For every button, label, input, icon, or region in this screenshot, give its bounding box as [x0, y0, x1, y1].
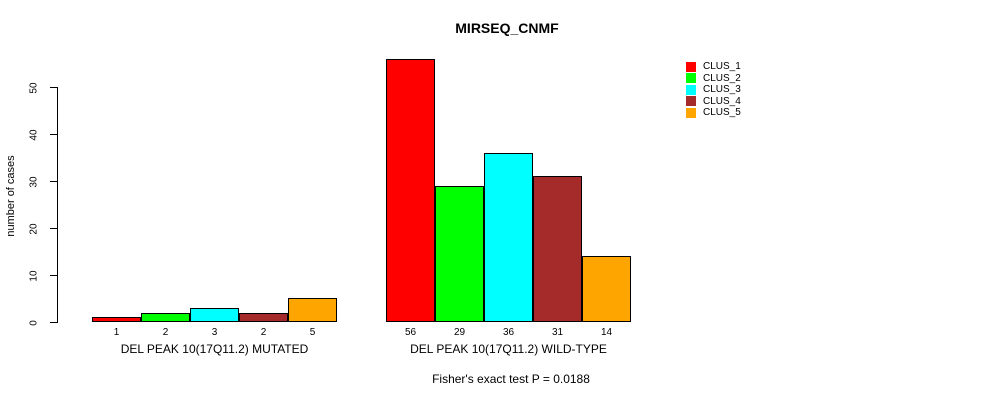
bar-value-label: 3	[211, 327, 218, 338]
y-tick-label: 30	[28, 175, 40, 188]
chart-title: MIRSEQ_CNMF	[455, 20, 559, 36]
group-label-1: DEL PEAK 10(17Q11.2) MUTATED	[120, 342, 309, 356]
y-tick-mark	[50, 228, 57, 229]
y-tick-mark	[50, 275, 57, 276]
legend-label: CLUS_1	[703, 61, 741, 73]
bar-clus_4-group2	[533, 176, 582, 322]
y-tick-mark	[50, 134, 57, 135]
legend-row-clus_2: CLUS_2	[686, 73, 741, 85]
bar-clus_1-group1	[92, 317, 141, 322]
bar-value-label: 14	[600, 327, 613, 338]
legend-row-clus_1: CLUS_1	[686, 61, 741, 73]
legend-row-clus_4: CLUS_4	[686, 96, 741, 108]
y-tick-label: 10	[28, 269, 40, 282]
y-tick-mark	[50, 87, 57, 88]
bar-clus_5-group2	[582, 256, 631, 322]
bar-clus_3-group1	[190, 308, 239, 322]
legend-swatch-icon	[686, 61, 696, 72]
legend-row-clus_5: CLUS_5	[686, 107, 741, 119]
bar-value-label: 29	[453, 327, 466, 338]
bar-value-label: 2	[260, 327, 267, 338]
group-label-2: DEL PEAK 10(17Q11.2) WILD-TYPE	[410, 342, 607, 356]
bar-value-label: 31	[551, 327, 564, 338]
bar-clus_2-group1	[141, 313, 190, 322]
bar-clus_4-group1	[239, 313, 288, 322]
bar-value-label: 1	[113, 327, 120, 338]
legend-row-clus_3: CLUS_3	[686, 84, 741, 96]
y-axis-line	[57, 87, 58, 323]
legend-swatch-icon	[686, 84, 696, 95]
y-tick-mark	[50, 322, 57, 323]
bar-clus_2-group2	[435, 186, 484, 322]
bar-clus_1-group2	[386, 59, 435, 322]
y-tick-label: 0	[28, 319, 40, 326]
legend-swatch-icon	[686, 96, 696, 107]
bar-value-label: 36	[502, 327, 515, 338]
y-tick-mark	[50, 181, 57, 182]
y-tick-label: 20	[28, 222, 40, 235]
bar-clus_3-group2	[484, 153, 533, 322]
legend-swatch-icon	[686, 107, 696, 118]
legend: CLUS_1 CLUS_2 CLUS_3 CLUS_4 CLUS_5	[686, 61, 741, 119]
legend-label: CLUS_5	[703, 107, 741, 119]
bar-value-label: 5	[309, 327, 316, 338]
y-tick-label: 40	[28, 128, 40, 141]
y-axis-title: number of cases	[5, 155, 17, 237]
bar-clus_5-group1	[288, 298, 337, 322]
bar-value-label: 2	[162, 327, 169, 338]
y-tick-label: 50	[28, 81, 40, 94]
legend-swatch-icon	[686, 73, 696, 84]
fisher-test-annotation: Fisher's exact test P = 0.0188	[432, 372, 590, 386]
bar-value-label: 56	[404, 327, 417, 338]
legend-label: CLUS_3	[703, 84, 741, 96]
legend-label: CLUS_2	[703, 72, 741, 84]
legend-label: CLUS_4	[703, 95, 741, 107]
